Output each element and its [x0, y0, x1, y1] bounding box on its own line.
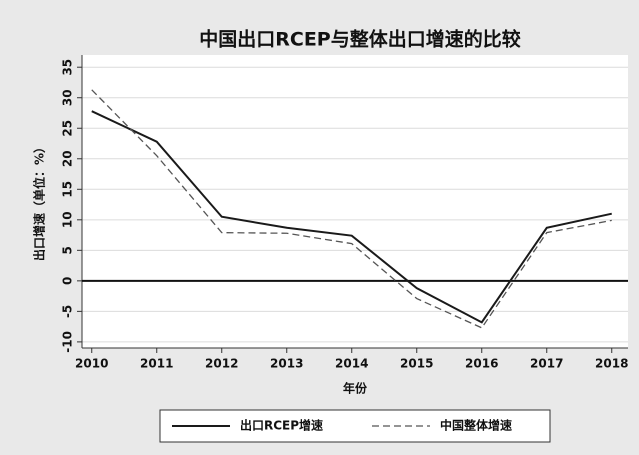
x-tick-label: 2017	[530, 357, 563, 371]
y-tick-label: 10	[61, 211, 75, 228]
series-line	[91, 89, 612, 329]
x-tick-label: 2016	[465, 357, 498, 371]
y-tick-label: 35	[61, 59, 75, 76]
chart-title: 中国出口RCEP与整体出口增速的比较	[199, 28, 520, 51]
y-tick-label: 25	[61, 120, 75, 137]
series-line	[91, 110, 612, 324]
y-tick-label: 30	[61, 89, 75, 106]
y-tick-label: -5	[61, 305, 75, 318]
y-tick-label: 15	[61, 181, 75, 198]
y-tick-label: -10	[61, 331, 75, 353]
y-tick-label: 5	[61, 246, 75, 254]
x-tick-label: 2015	[400, 357, 433, 371]
plot-area	[82, 55, 628, 348]
x-tick-label: 2010	[75, 357, 108, 371]
legend-label: 出口RCEP增速	[240, 418, 323, 433]
x-tick-label: 2012	[205, 357, 238, 371]
y-tick-label: 0	[61, 277, 75, 285]
x-tick-label: 2013	[270, 357, 303, 371]
x-axis-label: 年份	[343, 381, 368, 396]
x-tick-label: 2011	[140, 357, 173, 371]
y-axis-label: 出口增速（单位：%）	[32, 141, 47, 261]
y-tick-label: 20	[61, 150, 75, 167]
x-tick-label: 2014	[335, 357, 368, 371]
legend-label: 中国整体增速	[440, 418, 512, 433]
x-tick-label: 2018	[595, 357, 628, 371]
